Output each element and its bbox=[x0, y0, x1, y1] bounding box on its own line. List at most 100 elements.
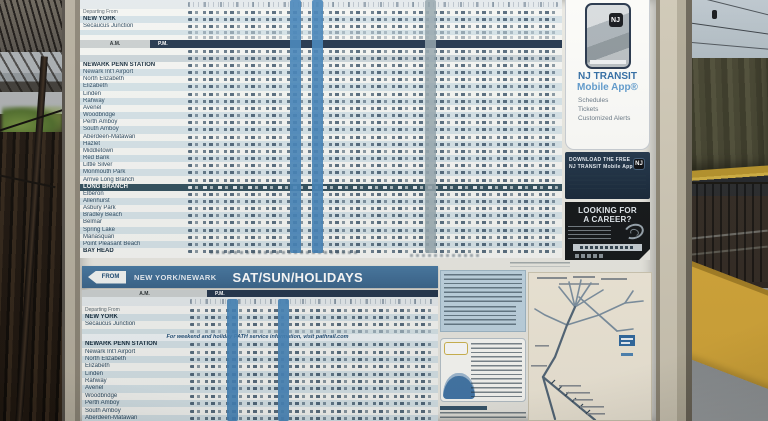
am-label: A.M. bbox=[109, 41, 121, 48]
smartphone-graphic: NJ bbox=[584, 3, 631, 69]
station-name: Belmar bbox=[83, 219, 103, 226]
assistance-note bbox=[440, 406, 526, 421]
station-name: Avenel bbox=[85, 385, 104, 392]
station-name: Rahway bbox=[83, 97, 105, 104]
wire-insulator bbox=[712, 10, 717, 19]
app-features: Schedules Tickets Customized Alerts bbox=[566, 96, 649, 123]
times-blur bbox=[190, 299, 434, 305]
station-name: BAY HEAD bbox=[83, 248, 114, 255]
station-name: Elizabeth bbox=[83, 83, 108, 90]
highlight-column-stripe bbox=[227, 299, 238, 421]
station-name: Secaucus Junction bbox=[85, 321, 136, 328]
times-blur bbox=[188, 171, 558, 175]
nj-transit-logo-icon: NJ bbox=[608, 13, 623, 27]
times-blur bbox=[190, 357, 434, 361]
station-name: Newark Int'l Airport bbox=[83, 69, 134, 76]
timetable-row: Departing From bbox=[80, 9, 562, 16]
station-name: Manasquan bbox=[83, 233, 115, 240]
timetable-row: NEW YORK bbox=[82, 313, 438, 322]
timetable-poster: Departing From NEW YORK Secaucus Junctio… bbox=[80, 0, 656, 421]
station-name: Perth Amboy bbox=[83, 119, 118, 126]
mobile-app-ad: NJ NJ TRANSIT Mobile App® Schedules Tick… bbox=[565, 0, 650, 150]
fine-print bbox=[444, 274, 522, 302]
timetable-row: NEWARK PENN STATION bbox=[80, 62, 562, 69]
times-blur bbox=[188, 18, 558, 22]
phone-caption-bar bbox=[589, 60, 626, 64]
timetable-row: Asbury Park bbox=[80, 205, 562, 212]
station-name: NEWARK PENN STATION bbox=[83, 62, 156, 69]
station-name: Woodbridge bbox=[85, 392, 118, 399]
times-blur bbox=[188, 235, 558, 239]
timetable-row bbox=[80, 48, 562, 55]
timetable-row: Woodbridge bbox=[82, 393, 438, 400]
note-heading bbox=[440, 406, 488, 410]
station-name: Spring Lake bbox=[83, 226, 116, 233]
weekend-timetable: A.M. P.M. Departing From bbox=[82, 290, 438, 421]
pm-label: P.M. bbox=[158, 41, 168, 48]
times-blur bbox=[188, 106, 558, 110]
times-blur bbox=[188, 56, 558, 60]
times-blur bbox=[188, 2, 558, 7]
route-map bbox=[528, 272, 652, 421]
times-blur bbox=[188, 85, 558, 89]
station-name: For weekend and holiday PATH service inf… bbox=[166, 333, 349, 340]
career-logo bbox=[575, 254, 605, 258]
times-blur bbox=[188, 64, 558, 68]
timetable-row: Belmar bbox=[80, 219, 562, 226]
fine-print bbox=[510, 262, 570, 267]
notes-column bbox=[440, 270, 526, 421]
timetable-row: Linden bbox=[82, 370, 438, 378]
times-blur bbox=[190, 329, 434, 333]
station-name: Hazlet bbox=[83, 140, 101, 147]
times-blur bbox=[190, 323, 434, 327]
timetable-row: Little Silver bbox=[80, 162, 562, 169]
app-product: Mobile App® bbox=[577, 82, 638, 93]
times-blur bbox=[188, 207, 558, 211]
timetable-row: BAY HEAD bbox=[80, 248, 562, 255]
times-blur bbox=[188, 128, 558, 132]
station-name: Linden bbox=[85, 370, 104, 377]
times-blur bbox=[188, 178, 558, 182]
highlight-column-stripe bbox=[278, 299, 289, 421]
station-name: Avenel bbox=[83, 104, 102, 111]
times-blur bbox=[188, 149, 558, 153]
times-blur bbox=[188, 242, 558, 246]
timetable-row: Perth Amboy bbox=[80, 119, 562, 126]
station-name: South Amboy bbox=[85, 407, 121, 414]
weekend-title: SAT/SUN/HOLIDAYS bbox=[232, 269, 364, 285]
station-name: Perth Amboy bbox=[85, 400, 120, 407]
times-blur bbox=[190, 365, 434, 369]
timetable-row: North Elizabeth bbox=[80, 76, 562, 83]
times-blur bbox=[188, 135, 558, 139]
station-name: North Elizabeth bbox=[85, 355, 127, 362]
app-feature: Tickets bbox=[578, 106, 599, 113]
timetable-row: For weekend and holiday PATH service inf… bbox=[82, 333, 438, 341]
timetable-sign: Departing From NEW YORK Secaucus Junctio… bbox=[62, 0, 692, 421]
career-line2: A CAREER? bbox=[583, 215, 632, 224]
times-blur bbox=[190, 315, 434, 319]
timetable-row: Linden bbox=[80, 91, 562, 98]
times-blur bbox=[190, 372, 434, 376]
timetable-row: Avenel bbox=[80, 105, 562, 112]
station-name: Bradley Beach bbox=[83, 212, 123, 219]
fine-print bbox=[440, 412, 526, 420]
page-corner bbox=[639, 249, 650, 260]
timetable-row: Secaucus Junction bbox=[82, 321, 438, 328]
timetable-row: NEWARK PENN STATION bbox=[82, 340, 438, 349]
station-name: Monmouth Park bbox=[83, 169, 126, 176]
times-blur bbox=[188, 11, 558, 15]
times-blur bbox=[188, 78, 558, 82]
banner-detail bbox=[569, 175, 646, 189]
station-name: Aberdeen-Matawan bbox=[85, 415, 138, 421]
times-blur bbox=[188, 49, 558, 53]
times-blur bbox=[190, 402, 434, 406]
from-arrow-icon: FROM bbox=[88, 270, 126, 284]
station-name: Woodbridge bbox=[83, 112, 116, 119]
station-name: Asbury Park bbox=[83, 205, 116, 212]
station-name: Departing From bbox=[85, 306, 120, 313]
times-blur bbox=[188, 99, 558, 103]
timetable-row: Avenel bbox=[82, 385, 438, 393]
sign-frame-right bbox=[656, 0, 692, 421]
times-blur bbox=[188, 164, 558, 168]
route-label: NEW YORK/NEWARK bbox=[134, 272, 217, 282]
